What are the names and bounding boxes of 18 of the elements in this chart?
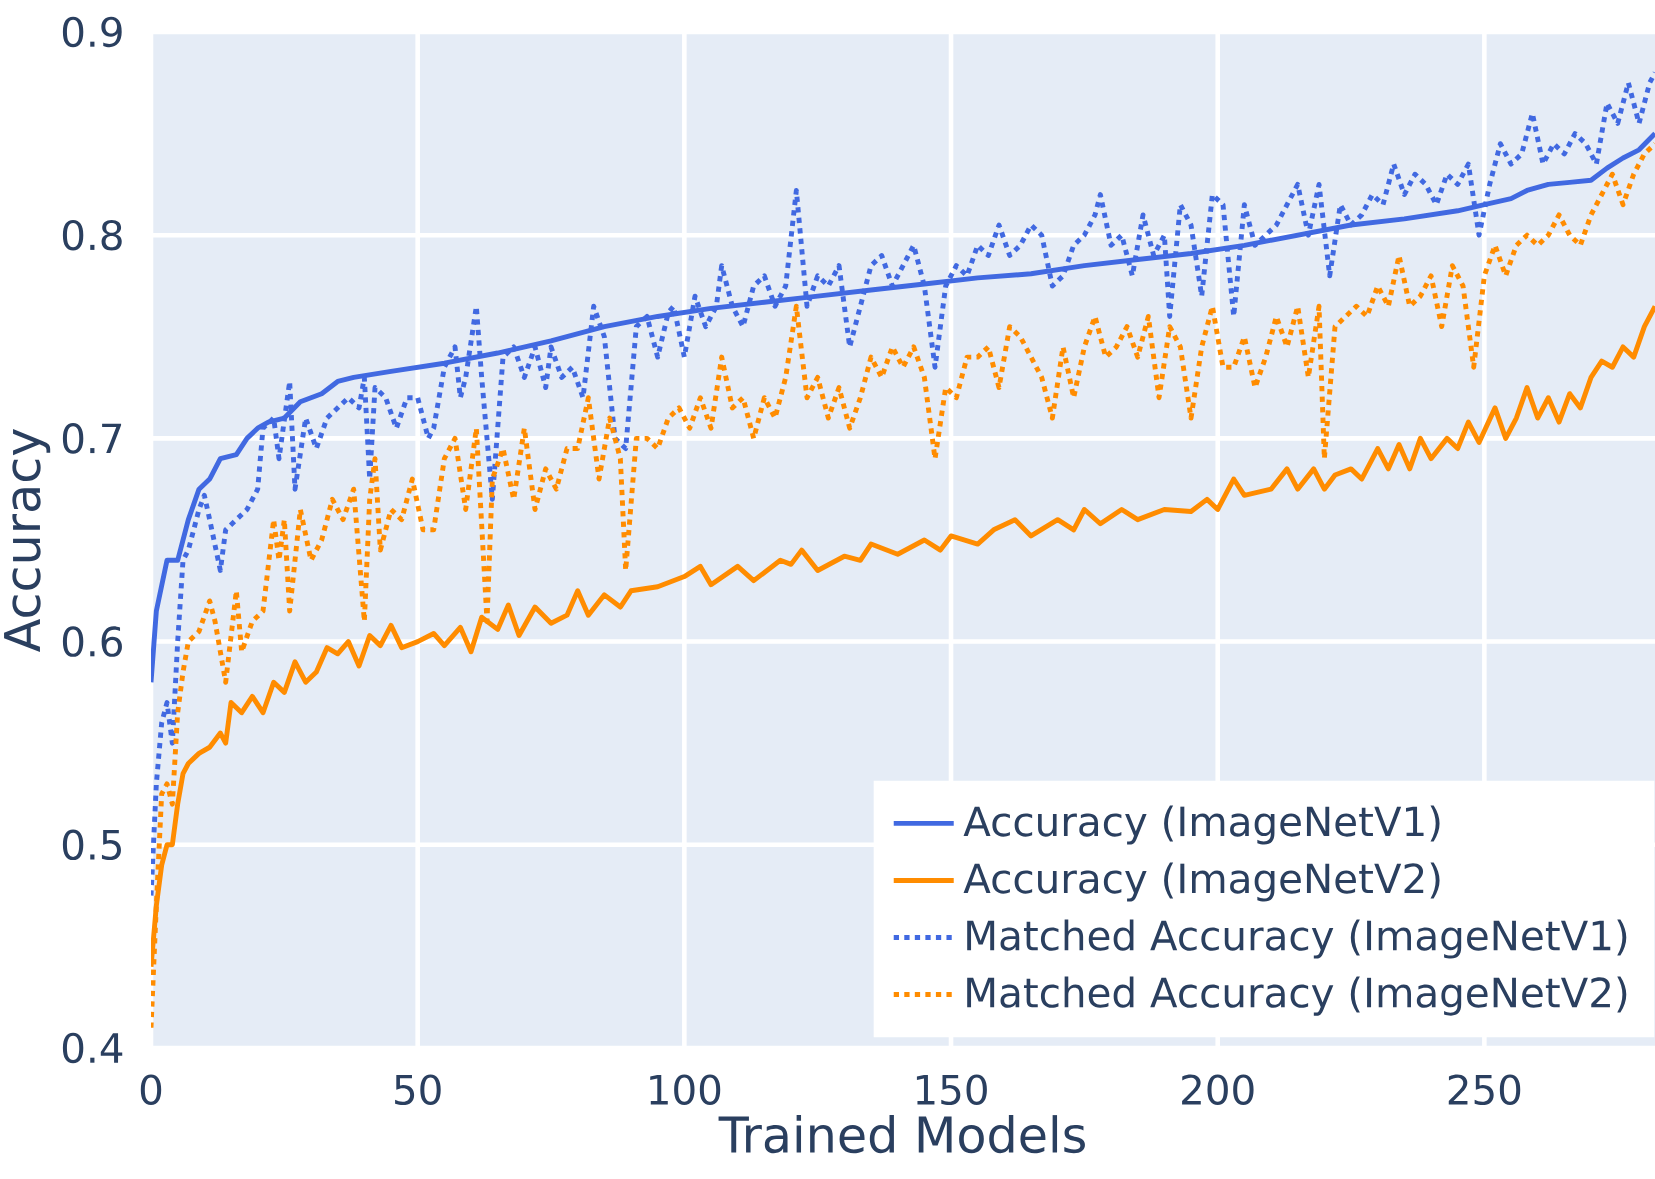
legend-label: Matched Accuracy (ImageNetV1) (967, 919, 1627, 959)
y-axis-title: Accuracy (4, 429, 51, 652)
x-axis-title: Trained Models (718, 1115, 1085, 1154)
x-tick-label: 100 (650, 1074, 721, 1106)
y-tick-label: 0.4 (62, 1032, 123, 1064)
legend-label: Accuracy (ImageNetV1) (963, 805, 1440, 845)
y-tick-label: 0.5 (62, 829, 121, 861)
y-tick-label: 0.9 (62, 16, 122, 48)
x-tick-label: 0 (140, 1074, 162, 1106)
y-tick-label: 0.6 (62, 626, 122, 657)
legend-label: Accuracy (ImageNetV2) (963, 862, 1440, 902)
legend-label: Matched Accuracy (ImageNetV2) (967, 976, 1627, 1016)
x-tick-label: 250 (1448, 1074, 1521, 1106)
x-tick-label: 50 (395, 1074, 441, 1106)
y-tick-label: 0.8 (62, 219, 122, 251)
x-tick-label: 150 (916, 1074, 987, 1106)
x-tick-label: 200 (1182, 1074, 1254, 1106)
y-tick-label: 0.7 (62, 423, 122, 454)
